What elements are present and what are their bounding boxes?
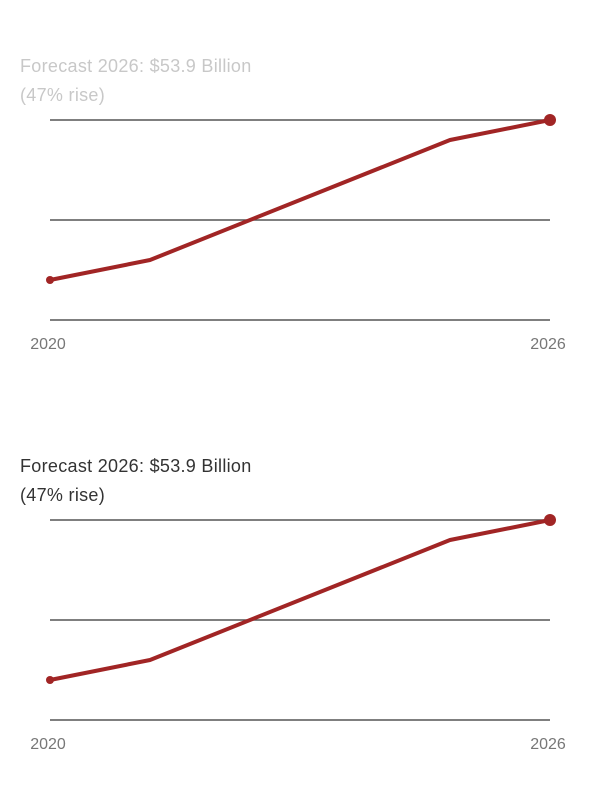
- x-tick-label: 2020: [30, 336, 66, 353]
- series-line: [49, 518, 551, 682]
- x-tick-label: 2020: [30, 736, 66, 753]
- series-line: [49, 118, 551, 282]
- line-chart: 2020 2026: [30, 514, 566, 753]
- data-point: [46, 276, 54, 284]
- chart-title: Forecast 2026: $53.9 Billion (47% rise): [20, 56, 252, 105]
- chart-title: Forecast 2026: $53.9 Billion (47% rise): [20, 456, 252, 505]
- data-point: [46, 676, 54, 684]
- line-chart: 2020 2026: [30, 114, 566, 353]
- chart-panel-2: Forecast 2026: $53.9 Billion (47% rise) …: [0, 400, 600, 800]
- data-point: [544, 514, 556, 526]
- x-tick-label: 2026: [530, 736, 566, 753]
- data-point: [544, 114, 556, 126]
- x-tick-label: 2026: [530, 336, 566, 353]
- chart-panel-1: Forecast 2026: $53.9 Billion (47% rise) …: [20, 56, 566, 353]
